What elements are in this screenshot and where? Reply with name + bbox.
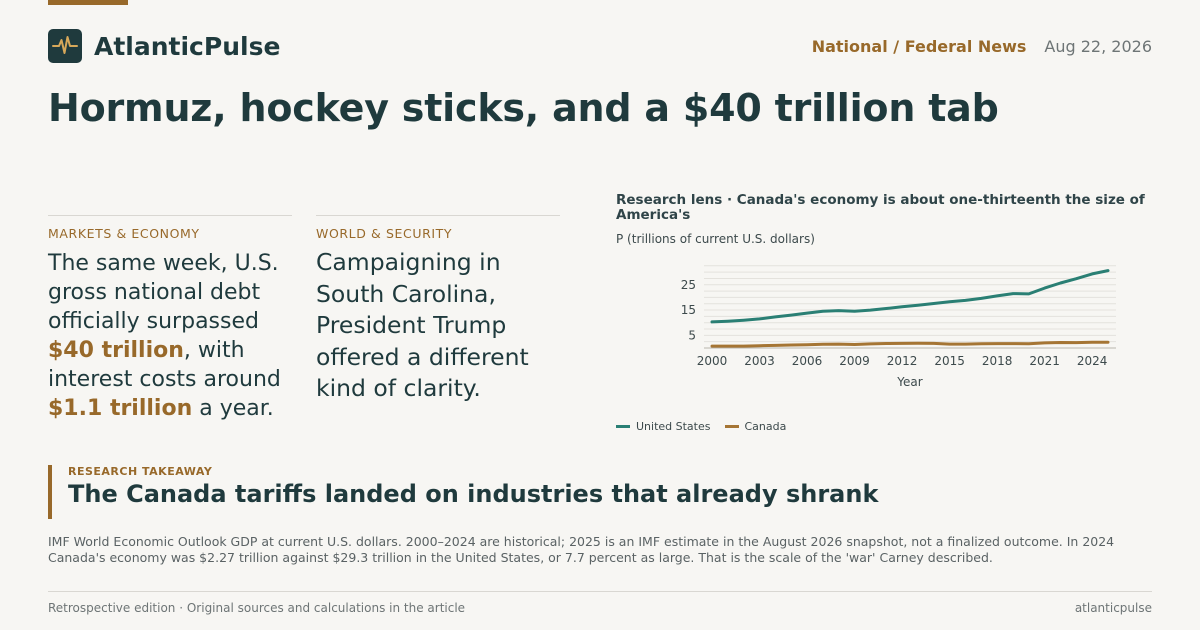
footer-edition: Retrospective edition · Original sources… bbox=[48, 601, 466, 615]
body-text: , with interest costs around bbox=[48, 338, 281, 392]
legend-item-us[interactable]: United States bbox=[616, 420, 711, 433]
markets-column: MARKETS & ECONOMY The same week, U.S. gr… bbox=[48, 215, 292, 423]
legend-label: Canada bbox=[744, 420, 787, 433]
y-tick-label: 25 bbox=[681, 278, 696, 292]
series-line-united-states bbox=[710, 269, 1110, 324]
column-body: Campaigning in South Carolina, President… bbox=[316, 248, 529, 402]
research-takeaway: RESEARCH TAKEAWAY The Canada tariffs lan… bbox=[48, 465, 1152, 519]
chart-y-axis-label: P (trillions of current U.S. dollars) bbox=[616, 232, 815, 246]
section-link[interactable]: National / Federal News bbox=[811, 36, 1027, 56]
site-header: AtlanticPulse National / Federal News Au… bbox=[48, 28, 1152, 64]
y-tick-label: 5 bbox=[688, 328, 696, 342]
source-note: IMF World Economic Outlook GDP at curren… bbox=[48, 534, 1115, 565]
x-tick-label: 2024 bbox=[1077, 354, 1108, 368]
world-column: WORLD & SECURITY Campaigning in South Ca… bbox=[316, 215, 560, 405]
series-line-canada bbox=[710, 340, 1110, 348]
body-text: a year. bbox=[192, 396, 274, 421]
debt-figure: $40 trillion bbox=[48, 338, 184, 363]
x-tick-label: 2003 bbox=[744, 354, 775, 368]
body-text: The same week, U.S. gross national debt … bbox=[48, 251, 279, 334]
y-tick-label: 15 bbox=[681, 303, 696, 317]
x-tick-label: 2018 bbox=[982, 354, 1013, 368]
x-axis-label: Year bbox=[896, 375, 922, 389]
x-tick-label: 2021 bbox=[1029, 354, 1060, 368]
pulse-icon[interactable] bbox=[48, 29, 82, 63]
chart-title: Research lens · Canada's economy is abou… bbox=[616, 192, 1145, 223]
takeaway-label: RESEARCH TAKEAWAY bbox=[68, 465, 213, 478]
legend-item-canada[interactable]: Canada bbox=[724, 420, 787, 433]
interest-figure: $1.1 trillion bbox=[48, 396, 193, 421]
brand-name[interactable]: AtlanticPulse bbox=[94, 31, 281, 61]
legend-swatch bbox=[616, 425, 630, 428]
x-tick-label: 2012 bbox=[887, 354, 918, 368]
page-footer: Retrospective edition · Original sources… bbox=[48, 591, 1152, 615]
legend-label: United States bbox=[636, 420, 711, 433]
column-kicker: WORLD & SECURITY bbox=[316, 226, 453, 241]
x-tick-label: 2009 bbox=[839, 354, 870, 368]
gdp-line-chart: 5 15 25 2000 2003 2006 2009 2012 2015 2018 2021 202… bbox=[681, 265, 1116, 389]
takeaway-title: The Canada tariffs landed on industries … bbox=[68, 480, 879, 508]
legend-swatch bbox=[724, 425, 739, 428]
top-accent-bar bbox=[48, 0, 128, 5]
x-tick-label: 2006 bbox=[792, 354, 823, 368]
x-tick-label: 2015 bbox=[934, 354, 965, 368]
publish-date: Aug 22, 2026 bbox=[1044, 36, 1152, 56]
page-title: Hormuz, hockey sticks, and a $40 trillio… bbox=[48, 86, 999, 130]
column-body: The same week, U.S. gross national debt … bbox=[48, 249, 292, 423]
chart-legend: United States Canada bbox=[616, 420, 786, 433]
footer-site-link[interactable]: atlanticpulse bbox=[1074, 601, 1152, 615]
x-tick-label: 2000 bbox=[697, 354, 728, 368]
column-kicker: MARKETS & ECONOMY bbox=[48, 226, 200, 241]
